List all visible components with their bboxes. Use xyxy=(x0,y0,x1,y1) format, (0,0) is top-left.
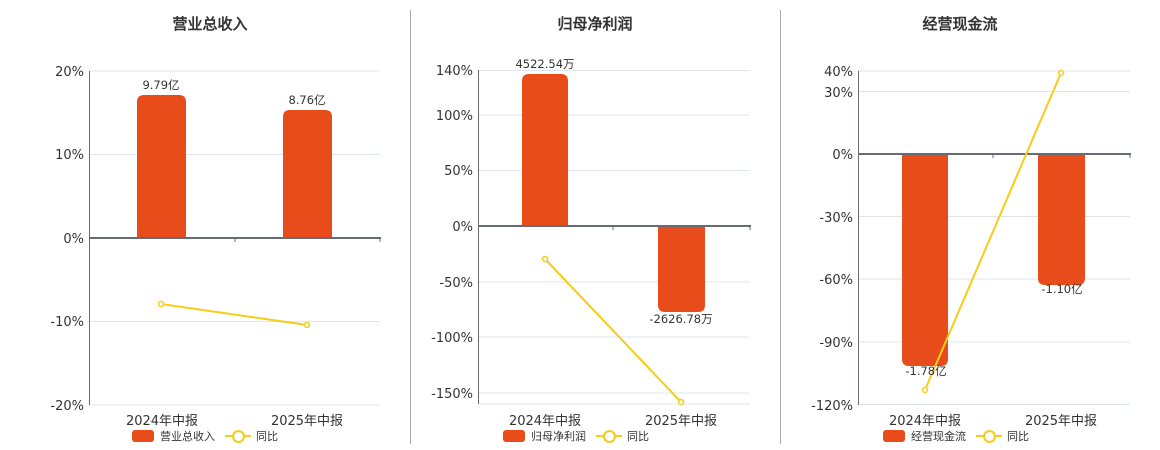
y-tick: 10% xyxy=(55,148,84,163)
chart-title: 营业总收入 xyxy=(172,15,248,33)
legend-line-label[interactable]: 同比 xyxy=(256,430,278,443)
y-axis-ticks: 20% 10% 0% -10% -20% xyxy=(50,65,84,414)
legend-bar-swatch[interactable] xyxy=(883,430,905,442)
chart-title: 经营现金流 xyxy=(922,15,998,33)
chart-plot: 20% 10% 0% -10% -20% 9.79亿 8.76亿 2024年中报… xyxy=(50,65,381,429)
y-tick: -100% xyxy=(431,331,473,346)
y-tick: -90% xyxy=(819,336,853,351)
legend: 营业总收入 同比 xyxy=(132,428,278,444)
x-tick: 2024年中报 xyxy=(889,414,961,429)
legend-line-icon[interactable] xyxy=(225,430,251,443)
y-tick: -150% xyxy=(431,387,473,402)
bar-2024[interactable] xyxy=(902,154,948,366)
x-tick: 2025年中报 xyxy=(271,414,343,429)
y-tick: 140% xyxy=(436,64,473,79)
y-tick: -30% xyxy=(819,211,853,226)
bar-2024[interactable] xyxy=(522,74,568,226)
legend-line-label[interactable]: 同比 xyxy=(627,430,649,443)
yoy-line xyxy=(160,303,308,326)
legend-bar-swatch[interactable] xyxy=(503,430,525,442)
yoy-point[interactable] xyxy=(157,300,165,308)
chart-plot: 40% 30% 0% -30% -60% -90% -120% -1.78亿 -… xyxy=(811,65,1131,429)
y-tick: 20% xyxy=(55,65,84,80)
bar-value-label: 9.79亿 xyxy=(142,78,179,92)
bar-2025[interactable] xyxy=(658,226,705,312)
legend-bar-swatch[interactable] xyxy=(132,430,154,442)
yoy-point[interactable] xyxy=(921,386,929,394)
yoy-point[interactable] xyxy=(541,255,549,263)
y-tick: -10% xyxy=(50,315,84,330)
chart-panel-operating-cash-flow: 经营现金流 40% 30% 0% -30% -60% -90% -120% -1… xyxy=(780,0,1160,450)
y-tick: 40% xyxy=(824,65,853,80)
y-tick: 100% xyxy=(436,109,473,124)
x-tick: 2025年中报 xyxy=(645,414,717,429)
legend-line-label[interactable]: 同比 xyxy=(1007,430,1029,443)
bar-value-label: -1.10亿 xyxy=(1041,282,1082,296)
bar-2024[interactable] xyxy=(137,95,186,238)
yoy-point[interactable] xyxy=(303,321,311,329)
y-tick: -120% xyxy=(811,399,853,414)
chart-panel-net-profit: 归母净利润 140% 100% 50% 0% -50% -100% -150% … xyxy=(410,0,780,450)
legend-bar-label[interactable]: 营业总收入 xyxy=(160,430,215,443)
y-tick: 50% xyxy=(444,164,473,179)
chart-panel-revenue: 营业总收入 20% 10% 0% -10% -20% 9.79亿 8.76亿 2… xyxy=(0,0,410,450)
bar-2025[interactable] xyxy=(1038,154,1085,285)
y-tick: -50% xyxy=(439,276,473,291)
yoy-line xyxy=(544,258,682,403)
bar-2025[interactable] xyxy=(283,110,332,238)
divider xyxy=(410,10,411,444)
bar-value-label: -2626.78万 xyxy=(649,312,712,326)
yoy-point[interactable] xyxy=(677,398,685,406)
divider xyxy=(780,10,781,444)
legend-bar-label[interactable]: 归母净利润 xyxy=(531,430,586,443)
y-tick: 0% xyxy=(452,220,473,235)
bar-value-label: 4522.54万 xyxy=(515,57,574,71)
chart-plot: 140% 100% 50% 0% -50% -100% -150% 4522.5… xyxy=(431,57,751,429)
x-tick: 2024年中报 xyxy=(126,414,198,429)
legend-line-icon[interactable] xyxy=(976,430,1002,443)
yoy-line xyxy=(924,72,1062,391)
y-tick: 0% xyxy=(63,232,84,247)
y-tick: 0% xyxy=(832,148,853,163)
y-tick: -60% xyxy=(819,273,853,288)
bar-value-label: 8.76亿 xyxy=(288,93,325,107)
chart-title: 归母净利润 xyxy=(557,15,633,33)
bar-value-label: -1.78亿 xyxy=(905,364,946,378)
y-tick: 30% xyxy=(824,86,853,101)
legend-bar-label[interactable]: 经营现金流 xyxy=(911,430,966,443)
legend-line-icon[interactable] xyxy=(596,430,622,443)
legend: 归母净利润 同比 xyxy=(503,428,649,444)
yoy-point[interactable] xyxy=(1057,69,1065,77)
legend: 经营现金流 同比 xyxy=(883,428,1029,444)
x-tick: 2024年中报 xyxy=(509,414,581,429)
x-tick: 2025年中报 xyxy=(1025,414,1097,429)
y-tick: -20% xyxy=(50,399,84,414)
